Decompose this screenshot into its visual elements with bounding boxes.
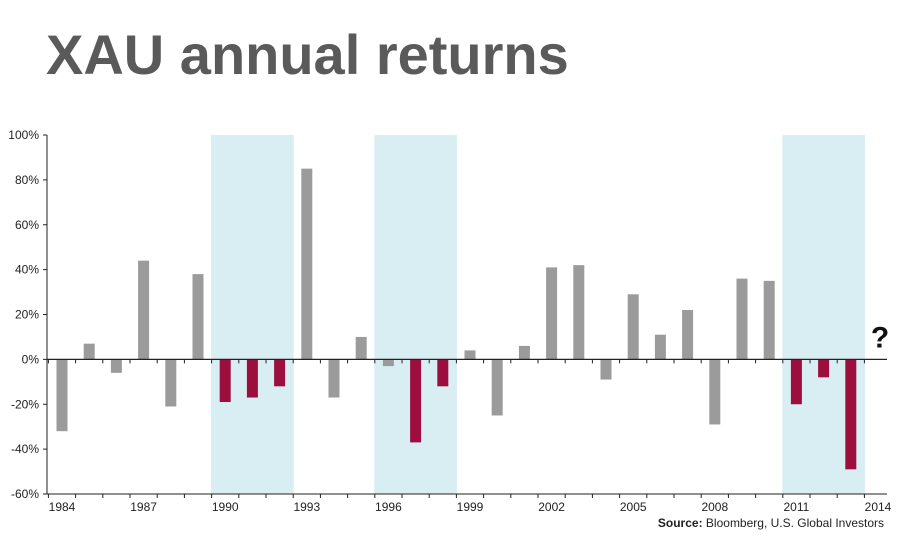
bar-2010 xyxy=(763,280,775,360)
shaded-period-1990-1992 xyxy=(211,135,294,494)
bar-1999 xyxy=(464,350,476,360)
x-tick-label: 1984 xyxy=(49,500,76,514)
bar-1991 xyxy=(246,359,258,398)
bar-2002 xyxy=(546,267,558,360)
source-text: Bloomberg, U.S. Global Investors xyxy=(705,516,884,530)
x-tick-label: 1987 xyxy=(130,500,157,514)
source-note: Source: Bloomberg, U.S. Global Investors xyxy=(658,516,884,530)
bar-1988 xyxy=(165,359,177,407)
bars xyxy=(56,168,857,470)
y-tick-label: -60% xyxy=(11,487,39,501)
bar-2012 xyxy=(818,359,830,378)
bar-1987 xyxy=(138,260,150,360)
bar-1994 xyxy=(328,359,340,398)
bar-1992 xyxy=(274,359,286,387)
bar-2003 xyxy=(573,265,585,360)
y-tick-label: 40% xyxy=(15,263,39,277)
bar-2008 xyxy=(709,359,721,425)
y-tick-label: -40% xyxy=(11,442,39,456)
x-axis-ticks: 1984 1987 1990 1993 1996 1999 2002 2005 2008 2011… xyxy=(47,359,892,514)
bar-1998 xyxy=(437,359,449,387)
bar-1997 xyxy=(410,359,422,443)
bar-2009 xyxy=(736,278,748,360)
bar-1993 xyxy=(301,168,313,360)
x-tick-label: 1999 xyxy=(457,500,484,514)
annotations: ? xyxy=(871,321,889,354)
x-tick-label: 1993 xyxy=(293,500,320,514)
x-tick-label: 1990 xyxy=(212,500,239,514)
bar-2011 xyxy=(790,359,802,405)
bar-2001 xyxy=(518,345,530,360)
bar-1984 xyxy=(56,359,68,432)
y-axis: -60% -40% -20% 0% 20% 40% 60% 80% 100% xyxy=(8,128,47,501)
bar-1986 xyxy=(110,359,122,373)
y-tick-label: 0% xyxy=(22,352,40,366)
bar-2006 xyxy=(654,334,666,360)
shaded-periods xyxy=(211,135,865,494)
x-tick-label: 2011 xyxy=(783,500,809,514)
bar-2005 xyxy=(627,294,639,360)
y-tick-label: 100% xyxy=(8,128,39,142)
bar-1995 xyxy=(355,336,367,360)
bar-2007 xyxy=(682,310,694,360)
source-label: Source: xyxy=(657,516,703,530)
bar-1990 xyxy=(219,359,231,403)
bar-2013 xyxy=(845,359,857,470)
y-tick-label: 80% xyxy=(15,173,39,187)
y-tick-label: -20% xyxy=(11,397,39,411)
x-tick-label: 2002 xyxy=(538,500,565,514)
axes xyxy=(46,135,887,495)
bar-2004 xyxy=(600,359,612,380)
x-tick-label: 2008 xyxy=(701,500,728,514)
question-mark-annotation: ? xyxy=(871,321,889,354)
chart-title: XAU annual returns xyxy=(46,23,569,86)
bar-2000 xyxy=(491,359,503,416)
bar-1996 xyxy=(382,359,394,367)
y-tick-label: 20% xyxy=(15,308,39,322)
x-tick-label: 2014 xyxy=(865,500,892,514)
bar-1989 xyxy=(192,274,204,360)
x-tick-label: 1996 xyxy=(375,500,402,514)
y-tick-label: 60% xyxy=(15,218,39,232)
bar-1985 xyxy=(83,343,95,360)
x-tick-label: 2005 xyxy=(620,500,647,514)
